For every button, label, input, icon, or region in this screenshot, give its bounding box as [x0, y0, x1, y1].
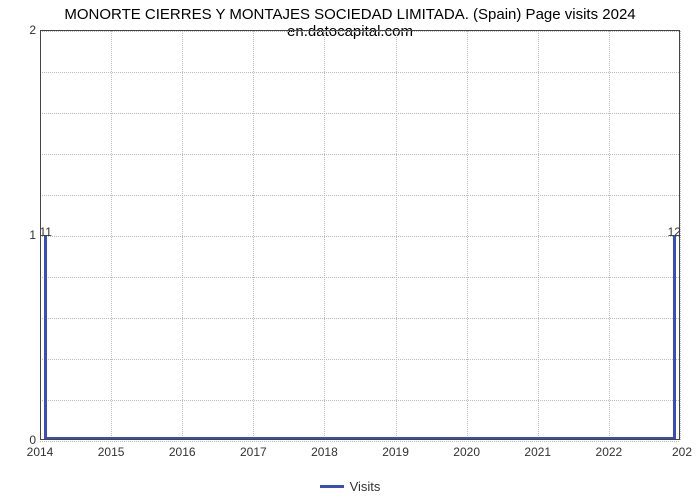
x-tick-label: 2018: [311, 445, 338, 459]
gridline-horizontal: [40, 359, 679, 360]
x-tick-label: 2022: [596, 445, 623, 459]
x-tick-label: 2017: [240, 445, 267, 459]
gridline-horizontal: [40, 72, 679, 73]
y-tick-label: 2: [6, 23, 36, 37]
x-tick-label-partial: 202: [672, 445, 692, 459]
gridline-horizontal: [40, 31, 679, 32]
x-tick-label: 2014: [27, 445, 54, 459]
data-point-label: 11: [39, 225, 51, 239]
gridline-horizontal: [40, 400, 679, 401]
y-tick-label: 0: [6, 433, 36, 447]
x-tick-label: 2016: [169, 445, 196, 459]
legend-label: Visits: [350, 479, 381, 494]
gridline-horizontal: [40, 318, 679, 319]
x-tick-label: 2020: [453, 445, 480, 459]
plot-inner: [40, 31, 679, 440]
y-tick-label: 1: [6, 228, 36, 242]
data-spike: [44, 235, 47, 440]
legend-swatch: [320, 485, 344, 488]
x-tick-label: 2015: [98, 445, 125, 459]
x-tick-label: 2021: [524, 445, 551, 459]
gridline-horizontal: [40, 154, 679, 155]
gridline-horizontal: [40, 277, 679, 278]
gridline-horizontal: [40, 441, 679, 442]
x-axis-line: [40, 439, 679, 440]
data-spike: [673, 235, 676, 440]
gridline-horizontal: [40, 195, 679, 196]
plot-area: [40, 30, 680, 440]
data-point-label: 12: [668, 225, 681, 239]
gridline-horizontal: [40, 113, 679, 114]
legend: Visits: [0, 478, 700, 494]
gridline-horizontal: [40, 236, 679, 237]
x-tick-label: 2019: [382, 445, 409, 459]
